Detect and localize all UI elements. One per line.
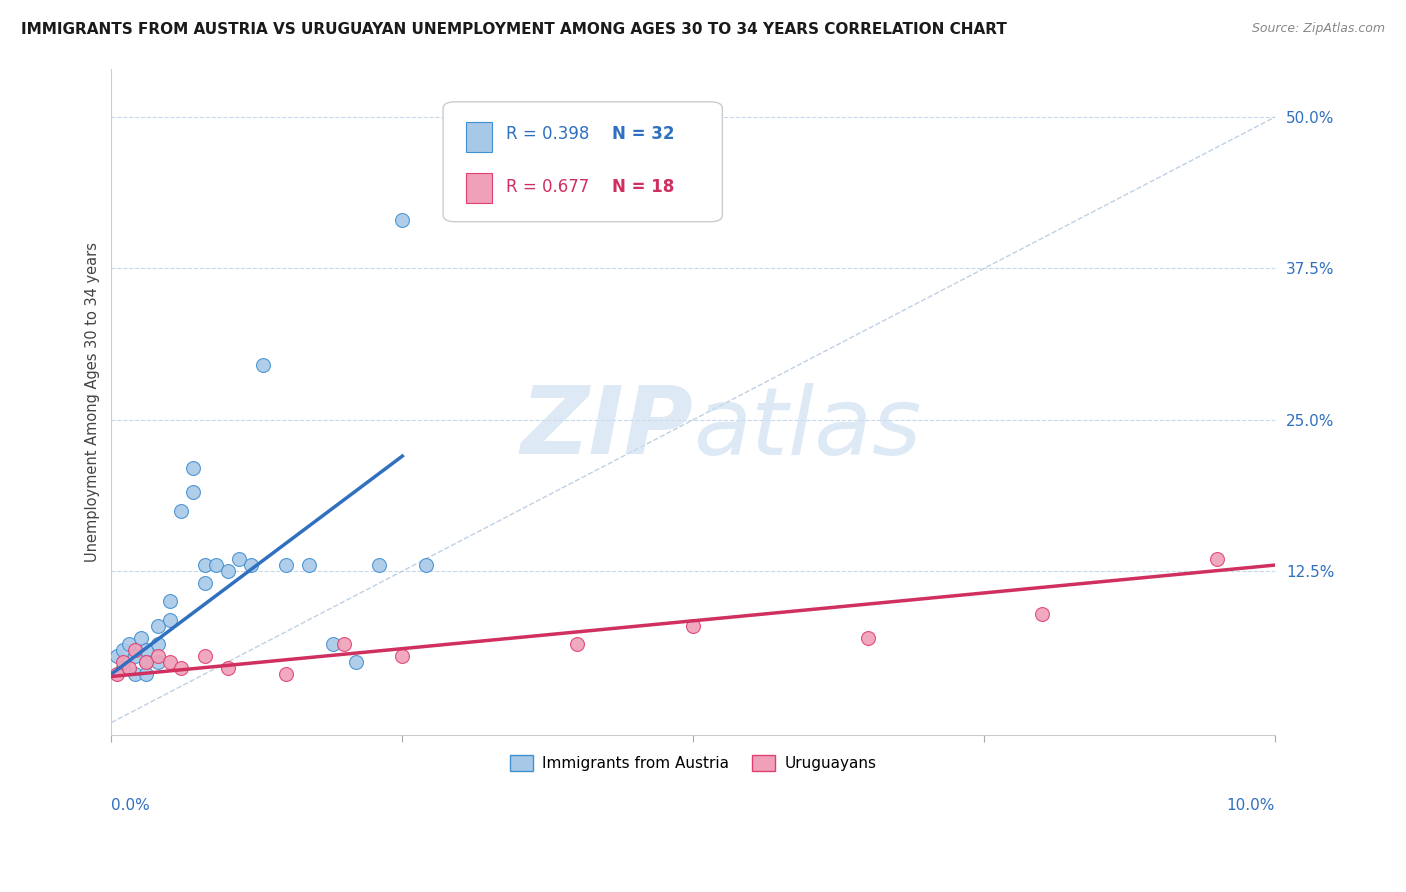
Point bbox=[344, 655, 367, 669]
Point bbox=[146, 637, 169, 651]
Point bbox=[333, 637, 356, 651]
Point bbox=[193, 576, 215, 591]
Point bbox=[124, 667, 146, 681]
Point bbox=[1031, 607, 1053, 621]
Point bbox=[252, 358, 274, 372]
Point bbox=[135, 643, 157, 657]
Point bbox=[112, 655, 135, 669]
Point bbox=[181, 485, 204, 500]
Point bbox=[159, 655, 181, 669]
Text: 10.0%: 10.0% bbox=[1227, 797, 1275, 813]
Point bbox=[170, 503, 193, 517]
Point bbox=[1206, 552, 1229, 566]
Point bbox=[193, 558, 215, 572]
Point bbox=[298, 558, 321, 572]
Text: N = 18: N = 18 bbox=[612, 178, 673, 196]
Point bbox=[856, 631, 879, 645]
Point bbox=[228, 552, 250, 566]
FancyBboxPatch shape bbox=[443, 102, 723, 222]
Point bbox=[391, 648, 413, 663]
Point bbox=[682, 618, 704, 632]
Point bbox=[112, 643, 135, 657]
Point bbox=[124, 643, 146, 657]
Point bbox=[415, 558, 437, 572]
Point bbox=[274, 667, 297, 681]
Point bbox=[170, 661, 193, 675]
Point bbox=[205, 558, 228, 572]
Point bbox=[217, 661, 239, 675]
Point bbox=[146, 655, 169, 669]
Point bbox=[105, 667, 128, 681]
Point bbox=[105, 648, 128, 663]
Point bbox=[368, 558, 391, 572]
Text: Source: ZipAtlas.com: Source: ZipAtlas.com bbox=[1251, 22, 1385, 36]
Point bbox=[118, 637, 141, 651]
Point bbox=[112, 661, 135, 675]
Point bbox=[124, 648, 146, 663]
Point bbox=[159, 594, 181, 608]
Text: R = 0.398: R = 0.398 bbox=[506, 125, 589, 143]
Text: atlas: atlas bbox=[693, 383, 921, 474]
Point bbox=[391, 213, 413, 227]
Point bbox=[135, 655, 157, 669]
Point bbox=[240, 558, 263, 572]
Point bbox=[217, 564, 239, 578]
Text: R = 0.677: R = 0.677 bbox=[506, 178, 589, 196]
Legend: Immigrants from Austria, Uruguayans: Immigrants from Austria, Uruguayans bbox=[505, 748, 883, 777]
Text: 0.0%: 0.0% bbox=[111, 797, 150, 813]
Point bbox=[135, 655, 157, 669]
Point bbox=[159, 613, 181, 627]
FancyBboxPatch shape bbox=[467, 122, 492, 152]
Point bbox=[135, 667, 157, 681]
Text: IMMIGRANTS FROM AUSTRIA VS URUGUAYAN UNEMPLOYMENT AMONG AGES 30 TO 34 YEARS CORR: IMMIGRANTS FROM AUSTRIA VS URUGUAYAN UNE… bbox=[21, 22, 1007, 37]
Point bbox=[118, 661, 141, 675]
Point bbox=[146, 618, 169, 632]
Text: ZIP: ZIP bbox=[520, 382, 693, 475]
Point bbox=[193, 648, 215, 663]
FancyBboxPatch shape bbox=[467, 173, 492, 203]
Point bbox=[274, 558, 297, 572]
Point bbox=[146, 648, 169, 663]
Text: N = 32: N = 32 bbox=[612, 125, 675, 143]
Point bbox=[181, 461, 204, 475]
Point bbox=[565, 637, 588, 651]
Point bbox=[322, 637, 344, 651]
Point bbox=[129, 631, 152, 645]
Y-axis label: Unemployment Among Ages 30 to 34 years: Unemployment Among Ages 30 to 34 years bbox=[86, 242, 100, 562]
